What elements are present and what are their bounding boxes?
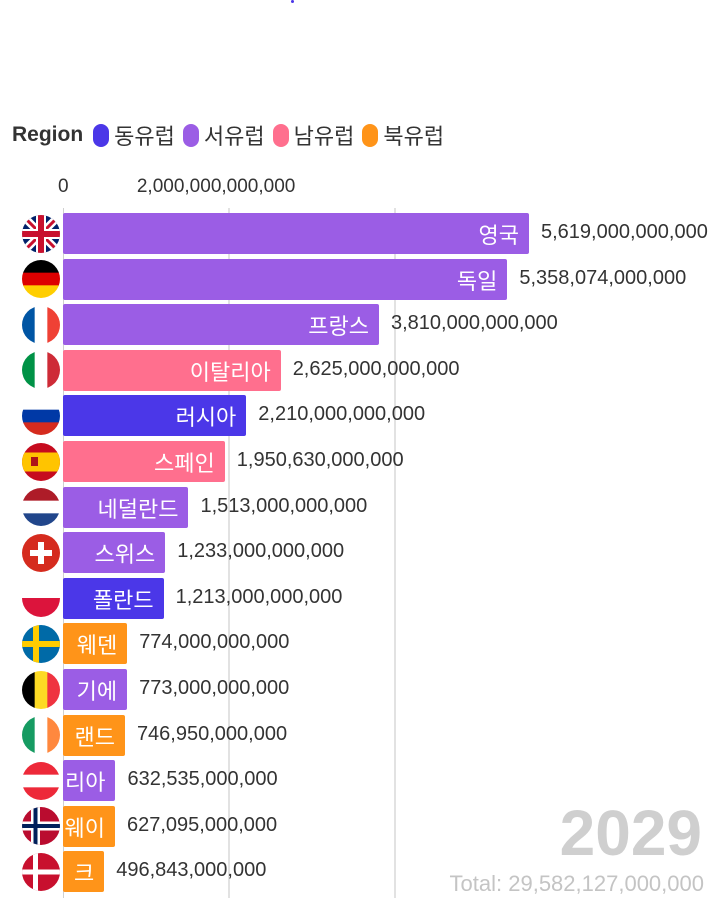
bar-name-label: 웨덴 [76,634,118,660]
flag-france-icon [22,305,60,344]
bar[interactable] [63,349,281,391]
bar[interactable] [63,805,115,847]
bar[interactable] [63,532,166,574]
bar[interactable] [63,304,379,346]
flag-russia-icon [22,396,60,435]
bar-value-label: 2,210,000,000,000 [258,403,426,426]
bar-value-label: 627,095,000,000 [127,813,278,836]
bar-name-label: 스위스 [94,543,156,569]
flag-austria-icon [22,761,60,800]
legend-swatch-west [182,123,199,147]
bar-value-label: 5,358,074,000,000 [519,266,687,289]
bar-value-label: 3,810,000,000,000 [390,312,558,335]
bar-name-label: 리아 [64,771,106,797]
bar-value-label: 1,513,000,000,000 [200,494,368,517]
legend-swatch-south [272,123,289,147]
legend-item-north[interactable]: 북유럽 [362,119,444,151]
year-label: 2029 [559,797,702,869]
bar-value-label: 746,950,000,000 [136,722,288,745]
bar[interactable] [63,623,128,665]
bar-name-label: 영국 [478,224,519,249]
bar[interactable] [63,669,128,710]
bar[interactable] [63,395,247,437]
flag-italy-icon [22,351,60,390]
legend-label-east: 동유럽 [114,125,175,150]
bar-value-label: 496,843,000,000 [116,859,267,882]
flag-poland-icon [22,579,60,618]
bar-value-label: 1,950,630,000,000 [236,449,404,471]
bar[interactable] [63,851,105,893]
bar-value-label: 1,233,000,000,000 [177,540,345,563]
flag-norway-icon [22,807,60,846]
bar[interactable] [63,486,189,528]
bar[interactable] [63,441,225,482]
bar-value-label: 774,000,000,000 [139,631,290,654]
bar-name-label: 폴란드 [92,588,154,614]
bar-value-label: 5,619,000,000,000 [541,221,708,243]
legend-swatch-north [362,123,379,147]
x-tick-label: 2,000,000,000,000 [136,176,296,197]
legend-label-west: 서유럽 [203,125,265,150]
gridline [227,208,230,898]
bar-value-label: 773,000,000,000 [139,677,290,699]
bar[interactable] [63,577,164,619]
bar-value-label: 632,535,000,000 [127,768,278,791]
legend-label-south: 남유럽 [293,125,355,150]
bar-name-label: 독일 [456,269,498,295]
bar-name-label: 이탈리아 [189,360,271,386]
flag-switzerland-icon [22,533,60,572]
bar-name-label: 크 [73,862,95,888]
bar[interactable] [63,213,529,254]
legend-swatch-east [93,123,110,147]
bar-value-label: 1,213,000,000,000 [175,585,343,608]
bar[interactable] [63,714,125,756]
gridline [393,208,396,898]
bar[interactable] [63,760,116,802]
flag-germany-icon [22,260,60,299]
legend-item-south[interactable]: 남유럽 [272,119,355,151]
x-tick-label: 0 [58,176,69,197]
flag-uk-icon [22,214,60,253]
bar-name-label: 기에 [76,680,118,705]
bar-name-label: 스페인 [154,452,215,477]
bar-value-label: 2,625,000,000,000 [292,357,460,380]
flag-sweden-icon [22,624,60,663]
bar-name-label: 러시아 [175,406,237,432]
total-label: Total: 29,582,127,000,000 [449,871,704,896]
bar-name-label: 웨이 [64,816,106,842]
bar-name-label: 네덜란드 [97,497,179,523]
flag-ireland-icon [22,716,60,755]
bar-name-label: 랜드 [74,725,115,751]
flag-belgium-icon [22,670,60,709]
flag-netherlands-icon [22,488,60,527]
flag-denmark-icon [22,852,60,891]
legend: Region 동유럽 서유럽 남유럽 북유럽 [12,120,452,150]
legend-item-east[interactable]: 동유럽 [93,119,175,151]
legend-title: Region [12,123,84,146]
legend-item-west[interactable]: 서유럽 [182,119,265,151]
bar[interactable] [63,258,508,300]
flag-spain-icon [22,442,60,481]
legend-label-north: 북유럽 [383,125,445,150]
top-dot [291,0,294,3]
bar-name-label: 프랑스 [308,315,369,341]
